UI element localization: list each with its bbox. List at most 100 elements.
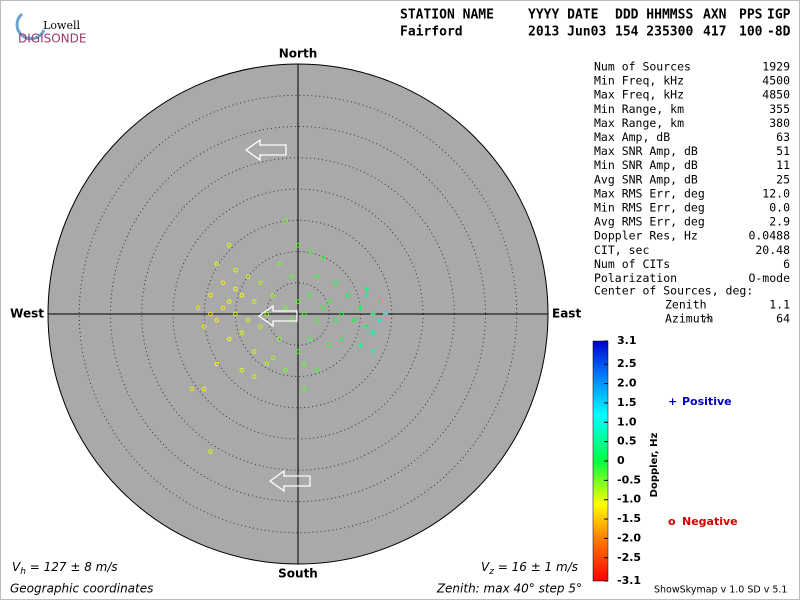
stat-value: 0.0488 xyxy=(748,229,790,243)
stat-label: Min Freq, kHz xyxy=(594,74,684,88)
source-point xyxy=(264,361,270,367)
stat-label: CIT, sec xyxy=(594,243,649,257)
source-point xyxy=(226,336,232,342)
source-point xyxy=(352,318,357,323)
colorbar-tick-label: 2.5 xyxy=(617,357,637,370)
stat-value: 6 xyxy=(783,257,790,271)
source-point xyxy=(289,274,295,279)
colorbar-tick-label: -1.5 xyxy=(617,512,641,525)
source-point xyxy=(277,336,282,342)
source-point xyxy=(208,311,213,317)
source-point xyxy=(214,361,219,367)
direction-label: East xyxy=(552,307,581,321)
header-label: AXN xyxy=(703,8,727,23)
velocity-part: V xyxy=(481,560,490,574)
source-point xyxy=(376,299,382,304)
source-point xyxy=(220,305,226,311)
velocity-arrow xyxy=(268,469,311,493)
stat-label: Max Amp, dB xyxy=(594,130,670,144)
skymap xyxy=(47,63,549,565)
stat-label: Azimuth xyxy=(665,312,713,326)
stat-label: Max Range, km xyxy=(594,116,684,130)
stat-value: 355 xyxy=(769,102,790,116)
azimuth-glyph xyxy=(703,317,711,323)
source-point xyxy=(370,330,376,336)
stat-label: Min Range, km xyxy=(594,102,684,116)
header-label: STATION NAME xyxy=(400,8,494,23)
colorbar-tick-label: 0.5 xyxy=(617,435,637,448)
velocity-part: = 127 ± 8 m/s xyxy=(26,560,118,574)
stat-value: 1.1 xyxy=(769,298,790,312)
source-point xyxy=(289,318,295,323)
source-point xyxy=(277,261,282,267)
logo-top: Lowell xyxy=(43,19,80,32)
stat-label: Min RMS Err, deg xyxy=(594,201,705,215)
source-point xyxy=(226,242,232,248)
source-point xyxy=(283,368,288,373)
stat-value: 25 xyxy=(776,172,790,186)
source-point xyxy=(283,305,288,311)
source-point xyxy=(364,324,370,329)
source-point xyxy=(233,268,238,273)
source-point xyxy=(364,286,370,292)
source-point xyxy=(364,292,370,298)
source-point xyxy=(370,311,376,317)
legend-label: Negative xyxy=(682,515,738,528)
source-point xyxy=(358,305,363,311)
legend-label: Positive xyxy=(682,395,732,408)
velocity-arrow xyxy=(257,304,298,328)
source-point xyxy=(327,299,332,304)
colorbar-tick-label: 0 xyxy=(617,454,625,467)
source-point xyxy=(339,311,345,317)
source-point xyxy=(302,386,307,392)
colorbar-tick-label: 2.0 xyxy=(617,377,637,390)
source-point xyxy=(320,255,326,260)
source-point xyxy=(201,386,207,392)
legend-symbol: o xyxy=(668,515,676,528)
stat-value: 1929 xyxy=(762,60,790,74)
source-point xyxy=(208,293,213,298)
colorbar-tick-label: 3.1 xyxy=(617,334,637,347)
stat-label: Max RMS Err, deg xyxy=(594,186,705,200)
stat-value: 63 xyxy=(776,130,790,144)
version-label: ShowSkymap v 1.0 SD v 5.1 xyxy=(654,585,787,596)
stat-label: Max Freq, kHz xyxy=(594,88,684,102)
source-point xyxy=(245,318,251,323)
source-point xyxy=(251,299,257,304)
stat-value: 4500 xyxy=(762,74,790,88)
direction-label: West xyxy=(10,307,44,321)
header-label: YYYY DATE xyxy=(528,8,598,23)
source-point xyxy=(270,293,276,298)
source-point xyxy=(220,280,226,286)
colorbar-tick-label: -0.5 xyxy=(617,473,641,486)
source-point xyxy=(358,342,363,348)
source-point xyxy=(201,324,207,329)
header-value: 100 xyxy=(739,25,763,40)
colorbar-label: Doppler, Hz xyxy=(649,433,660,498)
velocity-part: h xyxy=(20,567,26,577)
velocity-arrow xyxy=(244,138,287,162)
source-point xyxy=(370,349,376,354)
source-point xyxy=(308,293,313,298)
source-point xyxy=(208,449,213,454)
stat-label: Min SNR Amp, dB xyxy=(594,158,698,172)
stat-label: Avg SNR Amp, dB xyxy=(594,172,698,186)
zenith-label: Zenith: max 40° step 5° xyxy=(436,582,582,596)
source-point xyxy=(233,311,238,317)
header-value: -8D xyxy=(767,25,791,40)
header-value: 417 xyxy=(703,25,726,40)
header-value: Fairford xyxy=(400,25,463,40)
source-point xyxy=(264,311,270,317)
colorbar-tick-label: -3.1 xyxy=(617,574,641,587)
source-point xyxy=(314,274,320,279)
colorbar-tick-label: -2.0 xyxy=(617,531,641,544)
source-point xyxy=(339,336,345,342)
stat-label: Num of CITs xyxy=(594,257,670,271)
velocity-label: Vh = 127 ± 8 m/s xyxy=(12,560,118,577)
source-point xyxy=(283,217,288,223)
velocity-part: = 16 ± 1 m/s xyxy=(494,560,578,574)
source-point xyxy=(189,386,194,392)
velocity-part: z xyxy=(488,567,494,577)
source-point xyxy=(345,293,351,298)
